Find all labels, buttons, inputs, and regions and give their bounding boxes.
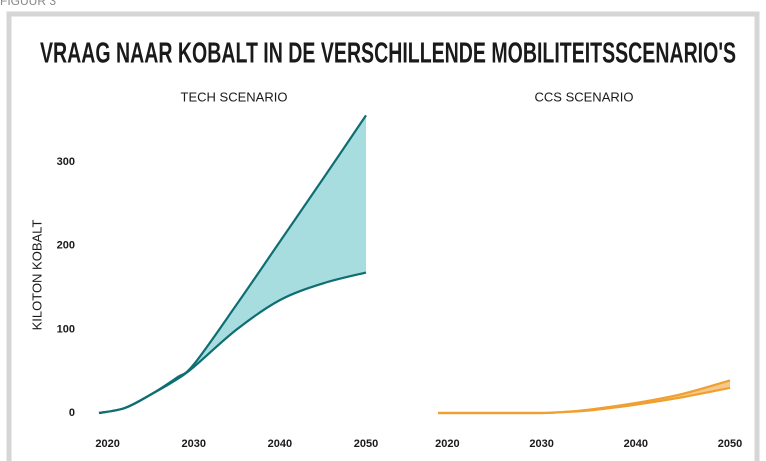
x-tick-label: 2020 [435,438,459,450]
frame [6,11,760,461]
panel-title: TECH SCENARIO [181,89,288,104]
range-band [99,115,366,413]
figure-label: FIGUUR 3 [0,0,56,8]
panel-title: CCS SCENARIO [535,89,634,104]
x-tick-label: 2030 [529,438,553,450]
line [437,386,731,415]
x-tick-label: 2030 [181,438,205,450]
y-tick-label: 0 [69,407,75,419]
y-tick-label: 100 [57,323,75,335]
chart-title: VRAAG NAAR KOBALT IN DE VERSCHILLENDE MO… [40,38,736,70]
y-tick-label: 200 [57,240,75,252]
x-tick-label: 2050 [718,438,742,450]
line [98,271,367,415]
y-axis-label: KILOTON KOBALT [29,220,44,331]
x-tick-label: 2040 [268,438,292,450]
x-tick-label: 2020 [95,438,119,450]
y-tick-label: 300 [57,156,75,168]
x-tick-label: 2040 [624,438,648,450]
x-tick-label: 2050 [354,438,378,450]
